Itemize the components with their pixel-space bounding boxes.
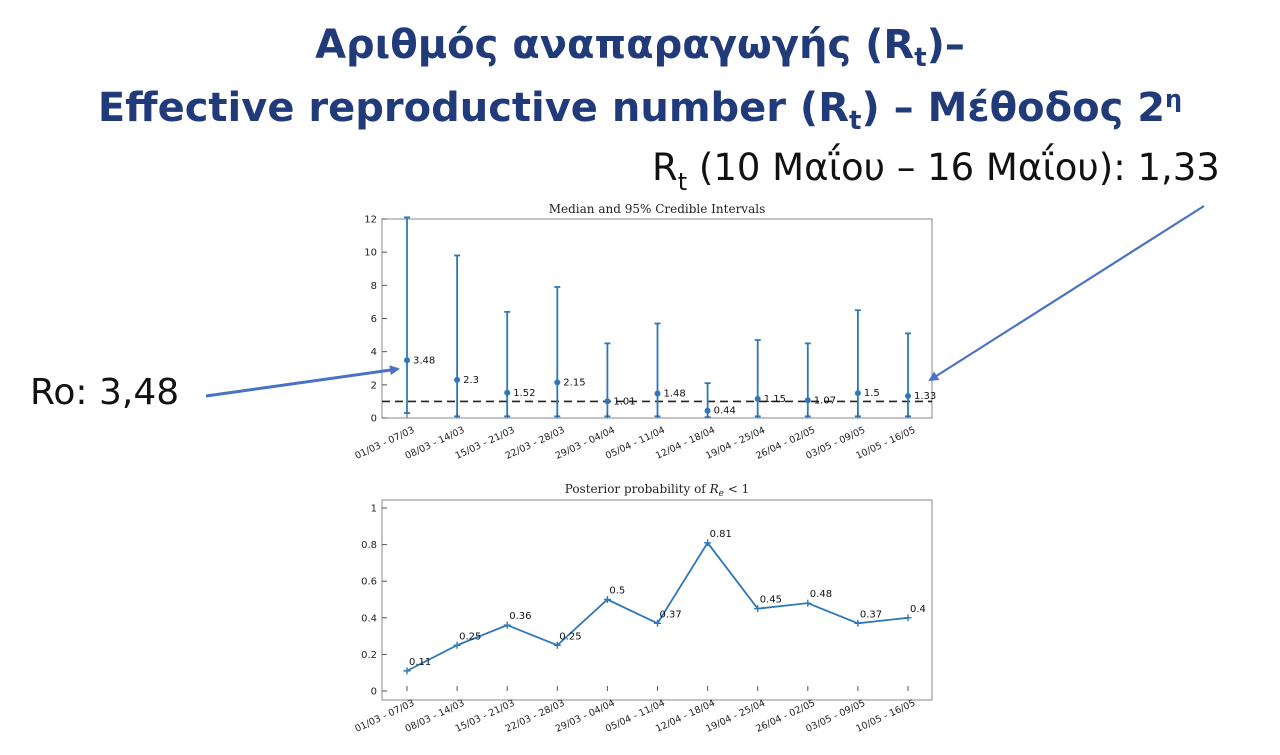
chart-2-data-label: 0.4 xyxy=(910,604,926,615)
chart-1-y-tick-label: 8 xyxy=(371,281,377,292)
chart-1-median-point xyxy=(654,390,661,397)
chart-2-points xyxy=(403,539,912,675)
chart-2-title-variable: R xyxy=(709,482,719,496)
chart-2-data-label: 0.37 xyxy=(860,609,882,620)
chart-1-title: Median and 95% Credible Intervals xyxy=(549,202,766,216)
chart-1-data-label: 1.01 xyxy=(613,396,635,407)
chart-2-point xyxy=(553,641,561,649)
chart-1-data-label: 2.3 xyxy=(463,375,479,386)
chart-2-y-ticks: 0 0.2 0.4 0.6 0.8 1 xyxy=(361,504,387,698)
chart-2-y-tick-label: 0 xyxy=(371,687,377,698)
chart-2-y-tick-label: 0.6 xyxy=(361,577,377,588)
title-line-1-end: )– xyxy=(926,22,965,68)
chart-1-median-point xyxy=(604,398,611,405)
chart-2-data-label: 0.37 xyxy=(660,609,682,620)
slide-title-line-2: Effective reproductive number (Rt) – Μέθ… xyxy=(0,76,1280,144)
title-line-2-main: Effective reproductive number (R xyxy=(97,85,849,131)
chart-2-title-end: < 1 xyxy=(724,482,749,496)
chart-2-point xyxy=(854,619,862,627)
chart-2-data-label: 0.5 xyxy=(609,586,625,597)
chart-1-median-point xyxy=(704,407,711,414)
title-line-2-superscript: η xyxy=(1165,85,1183,113)
chart-2-data-label: 0.36 xyxy=(509,611,531,622)
title-line-1-main: Αριθμός αναπαραγωγής (R xyxy=(315,22,915,68)
chart-1-median-point xyxy=(454,376,461,383)
chart-2-series-line xyxy=(406,541,909,672)
chart-1-y-tick-label: 12 xyxy=(364,215,377,226)
chart-2-y-tick-label: 1 xyxy=(371,504,377,515)
chart-1-y-tick-label: 10 xyxy=(364,248,377,259)
chart-2-point xyxy=(403,667,411,675)
rt-arrow xyxy=(928,205,1205,382)
chart-2-point xyxy=(503,621,511,629)
chart-1-data-label: 1.07 xyxy=(814,395,836,406)
chart-1-median-point xyxy=(754,395,761,402)
chart-2-data-label: 0.48 xyxy=(810,589,832,600)
chart-2-title: Posterior probability of Re < 1 xyxy=(565,482,750,499)
chart-2-data-labels: 0.11 0.25 0.36 0.25 0.5 0.37 0.81 0.45 0.48 0.37 0… xyxy=(409,529,926,668)
chart-1-median-point xyxy=(404,357,410,364)
rt-annotation-subscript: t xyxy=(677,168,688,196)
chart-2-point xyxy=(603,596,611,603)
chart-2-data-label: 0.11 xyxy=(409,657,431,668)
chart-1-median-points xyxy=(404,357,911,414)
chart-1-data-label: 1.52 xyxy=(513,388,535,399)
chart-1-data-label: 2.15 xyxy=(563,377,585,388)
rt-annotation-text: (10 Μαΐου – 16 Μαΐου): 1,33 xyxy=(687,146,1220,189)
chart-2-point xyxy=(754,605,762,613)
chart-1-median-point xyxy=(854,390,861,397)
title-line-2-mid: ) – Μέθοδος 2 xyxy=(861,85,1166,131)
chart-1-y-tick-label: 0 xyxy=(371,414,377,425)
rt-annotation-prefix: R xyxy=(652,146,678,189)
slide-title-line-1: Αριθμός αναπαραγωγής (Rt)– xyxy=(0,22,1280,81)
chart-2-point xyxy=(904,614,912,622)
chart-1-median-point xyxy=(905,392,911,399)
chart-2-y-tick-label: 0.4 xyxy=(361,613,377,624)
chart-2-title-main: Posterior probability of xyxy=(565,482,710,496)
chart-1-error-bars xyxy=(404,216,911,419)
chart-1-data-label: 1.15 xyxy=(764,394,786,405)
ro-arrow xyxy=(205,365,400,398)
chart-2-y-tick-label: 0.8 xyxy=(361,540,377,551)
chart-1-median-point xyxy=(804,397,811,404)
chart-1-median-point xyxy=(554,379,561,386)
chart-2-data-label: 0.45 xyxy=(760,595,782,606)
posterior-probability-chart: Posterior probability of Re < 1 00.20.40… xyxy=(353,482,933,735)
chart-1-data-label: 3.48 xyxy=(413,355,435,366)
chart-1-data-label: 1.5 xyxy=(864,388,880,399)
rt-annotation: Rt (10 Μαΐου – 16 Μαΐου): 1,33 xyxy=(652,146,1220,196)
chart-2-y-tick-label: 0.2 xyxy=(361,650,377,661)
chart-1-data-label: 0.44 xyxy=(714,406,736,417)
chart-2-data-label: 0.25 xyxy=(559,631,581,642)
ro-annotation: Ro: 3,48 xyxy=(30,372,180,413)
chart-2-point xyxy=(804,599,812,607)
title-line-1-subscript: t xyxy=(914,43,927,73)
chart-2-point xyxy=(654,619,661,627)
chart-1-y-tick-label: 6 xyxy=(371,314,377,325)
chart-1-y-tick-label: 2 xyxy=(371,380,377,391)
chart-1-y-ticks: 0 2 4 6 8 10 12 xyxy=(364,215,387,425)
chart-1-data-label: 1.48 xyxy=(664,388,686,399)
title-line-2-subscript: t xyxy=(849,106,862,136)
chart-1-median-point xyxy=(504,389,511,396)
chart-2-axes-frame xyxy=(381,499,933,701)
chart-2-title-variable-subscript: e xyxy=(719,489,724,499)
chart-1-y-tick-label: 4 xyxy=(371,347,377,358)
chart-2-data-label: 0.81 xyxy=(710,529,732,540)
chart-2-point xyxy=(453,641,461,649)
chart-2-data-label: 0.25 xyxy=(459,631,481,642)
chart-1-data-label: 1.33 xyxy=(914,391,936,402)
chart-1-data-labels: 3.48 2.3 1.52 2.15 1.01 1.48 0.44 1.15 1.07 1.5 1.… xyxy=(413,355,936,416)
median-credible-intervals-chart: Median and 95% Credible Intervals 0 2 4 6 8 1… xyxy=(353,202,936,462)
chart-2-point xyxy=(704,539,712,547)
